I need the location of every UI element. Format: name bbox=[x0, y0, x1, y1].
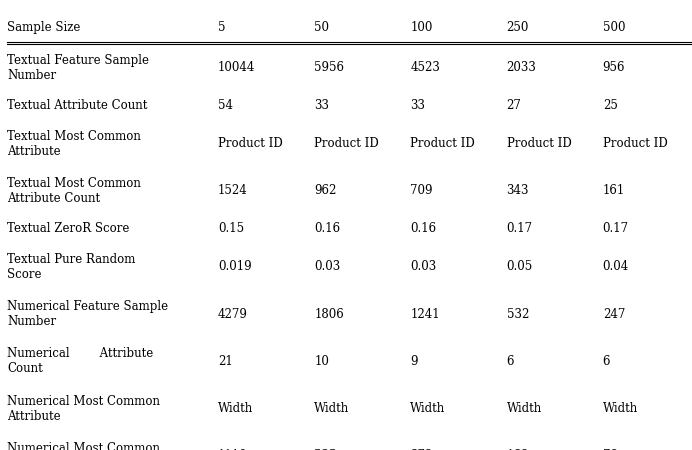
Text: 5956: 5956 bbox=[314, 61, 344, 74]
Text: Textual ZeroR Score: Textual ZeroR Score bbox=[7, 222, 129, 235]
Text: 6: 6 bbox=[507, 355, 514, 368]
Text: Width: Width bbox=[410, 402, 446, 415]
Text: 0.15: 0.15 bbox=[218, 222, 244, 235]
Text: Textual Feature Sample
Number: Textual Feature Sample Number bbox=[7, 54, 149, 81]
Text: 168: 168 bbox=[507, 449, 529, 450]
Text: Width: Width bbox=[218, 402, 253, 415]
Text: Product ID: Product ID bbox=[410, 137, 475, 150]
Text: 10044: 10044 bbox=[218, 61, 255, 74]
Text: Numerical Feature Sample
Number: Numerical Feature Sample Number bbox=[7, 300, 168, 328]
Text: Product ID: Product ID bbox=[507, 137, 572, 150]
Text: 709: 709 bbox=[410, 184, 433, 198]
Text: Textual Pure Random
Score: Textual Pure Random Score bbox=[7, 253, 136, 281]
Text: 532: 532 bbox=[507, 307, 529, 320]
Text: 962: 962 bbox=[314, 184, 336, 198]
Text: 247: 247 bbox=[603, 307, 625, 320]
Text: Product ID: Product ID bbox=[603, 137, 668, 150]
Text: 343: 343 bbox=[507, 184, 529, 198]
Text: 535: 535 bbox=[314, 449, 337, 450]
Text: Numerical Most Common
Attribute Count: Numerical Most Common Attribute Count bbox=[7, 442, 160, 450]
Text: 9: 9 bbox=[410, 355, 418, 368]
Text: 161: 161 bbox=[603, 184, 625, 198]
Text: 372: 372 bbox=[410, 449, 432, 450]
Text: 2033: 2033 bbox=[507, 61, 536, 74]
Text: 0.17: 0.17 bbox=[507, 222, 533, 235]
Text: 500: 500 bbox=[603, 21, 626, 34]
Text: 0.16: 0.16 bbox=[314, 222, 340, 235]
Text: Textual Attribute Count: Textual Attribute Count bbox=[7, 99, 147, 112]
Text: Width: Width bbox=[603, 402, 638, 415]
Text: 100: 100 bbox=[410, 21, 432, 34]
Text: Sample Size: Sample Size bbox=[7, 21, 80, 34]
Text: 27: 27 bbox=[507, 99, 521, 112]
Text: Numerical        Attribute
Count: Numerical Attribute Count bbox=[7, 347, 153, 375]
Text: 0.019: 0.019 bbox=[218, 260, 252, 273]
Text: 33: 33 bbox=[314, 99, 329, 112]
Text: 10: 10 bbox=[314, 355, 329, 368]
Text: 0.04: 0.04 bbox=[603, 260, 629, 273]
Text: 0.03: 0.03 bbox=[410, 260, 437, 273]
Text: 54: 54 bbox=[218, 99, 233, 112]
Text: 1524: 1524 bbox=[218, 184, 248, 198]
Text: 33: 33 bbox=[410, 99, 426, 112]
Text: 4523: 4523 bbox=[410, 61, 440, 74]
Text: 5: 5 bbox=[218, 21, 226, 34]
Text: Textual Most Common
Attribute Count: Textual Most Common Attribute Count bbox=[7, 177, 140, 205]
Text: 1110: 1110 bbox=[218, 449, 248, 450]
Text: 50: 50 bbox=[314, 21, 329, 34]
Text: Width: Width bbox=[314, 402, 349, 415]
Text: 1806: 1806 bbox=[314, 307, 344, 320]
Text: Numerical Most Common
Attribute: Numerical Most Common Attribute bbox=[7, 395, 160, 423]
Text: Width: Width bbox=[507, 402, 542, 415]
Text: 1241: 1241 bbox=[410, 307, 440, 320]
Text: 250: 250 bbox=[507, 21, 529, 34]
Text: 25: 25 bbox=[603, 99, 617, 112]
Text: 0.05: 0.05 bbox=[507, 260, 533, 273]
Text: 0.03: 0.03 bbox=[314, 260, 340, 273]
Text: 78: 78 bbox=[603, 449, 617, 450]
Text: 0.16: 0.16 bbox=[410, 222, 437, 235]
Text: 4279: 4279 bbox=[218, 307, 248, 320]
Text: Textual Most Common
Attribute: Textual Most Common Attribute bbox=[7, 130, 140, 158]
Text: Product ID: Product ID bbox=[314, 137, 379, 150]
Text: 0.17: 0.17 bbox=[603, 222, 629, 235]
Text: 956: 956 bbox=[603, 61, 626, 74]
Text: 6: 6 bbox=[603, 355, 610, 368]
Text: Product ID: Product ID bbox=[218, 137, 283, 150]
Text: 21: 21 bbox=[218, 355, 233, 368]
